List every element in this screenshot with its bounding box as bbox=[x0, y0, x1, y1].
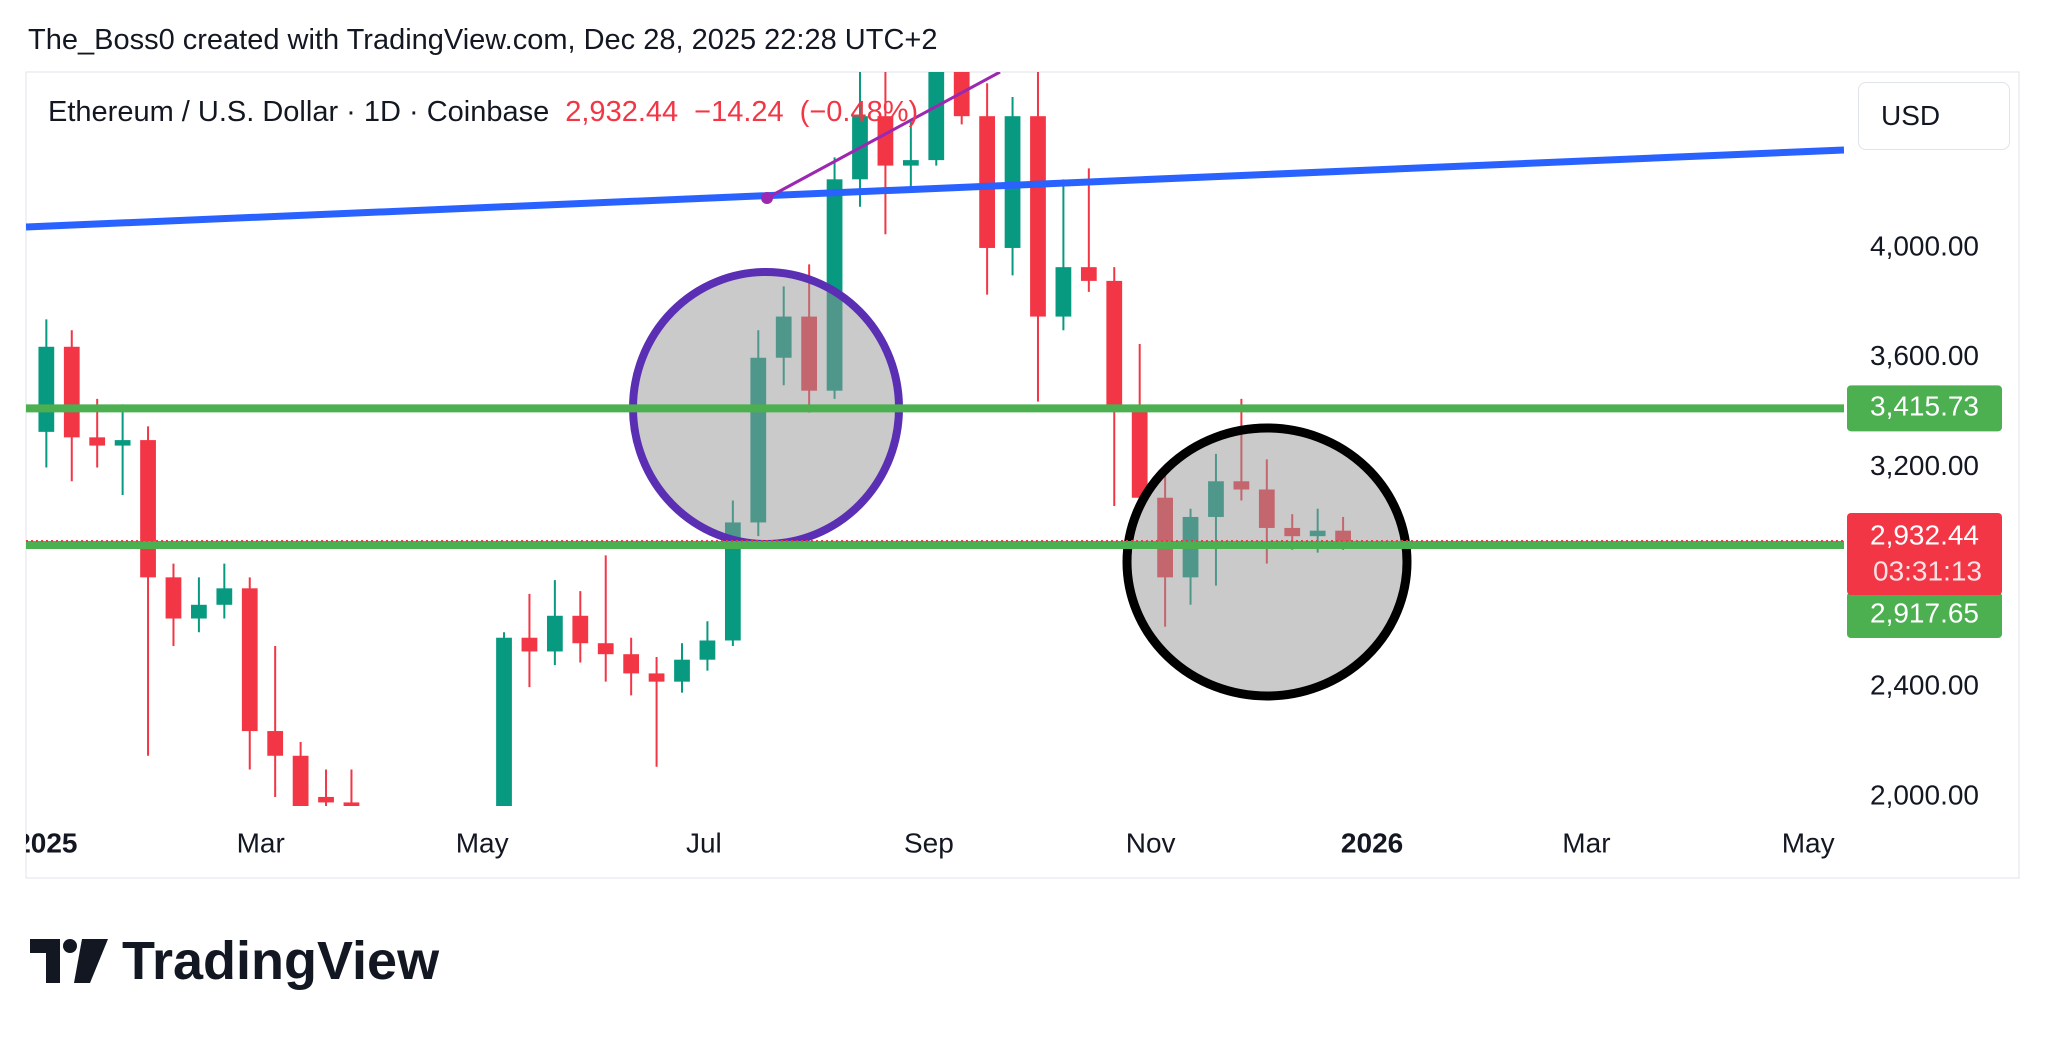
candle-body bbox=[191, 604, 207, 619]
last-price: 2,932.44 bbox=[565, 96, 679, 128]
x-tick-label: Mar bbox=[1562, 827, 1610, 858]
candle-body bbox=[521, 637, 538, 652]
candle-body bbox=[623, 654, 640, 674]
price-label: 2,917.65 bbox=[1870, 597, 1979, 628]
currency-button[interactable]: USD bbox=[1858, 82, 2010, 150]
candle-body bbox=[699, 640, 716, 660]
countdown: 03:31:13 bbox=[1873, 555, 1982, 586]
candle-body bbox=[318, 796, 334, 803]
candle-body bbox=[724, 522, 741, 641]
candle-body bbox=[394, 907, 410, 912]
chart-frame bbox=[25, 71, 2020, 879]
candle-body bbox=[38, 346, 55, 432]
y-tick-label: 3,200.00 bbox=[1870, 450, 1979, 481]
trend-line bbox=[766, 72, 1001, 200]
x-tick-label: Sep bbox=[904, 827, 954, 858]
logo-icon bbox=[30, 939, 108, 983]
candle-body bbox=[496, 637, 512, 806]
candle-body bbox=[216, 588, 233, 605]
y-tick-label: 2,400.00 bbox=[1870, 670, 1979, 701]
x-tick-label: Nov bbox=[1126, 827, 1176, 858]
candle-body bbox=[1106, 280, 1123, 408]
candle-body bbox=[420, 857, 436, 906]
candle-body bbox=[1030, 116, 1046, 317]
logo-text: TradingView bbox=[122, 931, 440, 991]
x-tick-label: 2026 bbox=[1341, 827, 1403, 858]
trend-line bbox=[26, 146, 1844, 231]
y-tick-label: 2,000.00 bbox=[1870, 779, 1979, 810]
price-label-box bbox=[1847, 385, 2002, 432]
candle-body bbox=[140, 440, 156, 578]
last-price-label: 2,932.44 bbox=[1870, 519, 1979, 550]
candle-body bbox=[674, 659, 690, 682]
candle-body bbox=[343, 802, 360, 806]
candle-body bbox=[597, 643, 614, 655]
last-price-box bbox=[1847, 512, 2002, 595]
candle-body bbox=[928, 72, 945, 161]
logo: TradingView bbox=[30, 930, 439, 992]
candle-body bbox=[572, 615, 589, 644]
candle-body bbox=[877, 116, 894, 166]
price-label: 3,415.73 bbox=[1870, 391, 1979, 422]
y-tick-label: 3,600.00 bbox=[1870, 340, 1979, 371]
legend: Ethereum / U.S. Dollar · 1D · Coinbase 2… bbox=[48, 96, 918, 129]
candle-body bbox=[1080, 267, 1097, 281]
x-tick-label: 2025 bbox=[15, 827, 77, 858]
candle-body bbox=[292, 755, 309, 806]
candle-body bbox=[953, 72, 970, 117]
x-tick-label: Jul bbox=[686, 827, 722, 858]
drawings bbox=[26, 72, 1844, 701]
y-tick-label: 4,000.00 bbox=[1870, 230, 1979, 261]
price-label-box bbox=[1847, 592, 2002, 639]
candle-body bbox=[902, 160, 919, 166]
change: −14.24 bbox=[694, 96, 784, 128]
candle-body bbox=[1131, 407, 1148, 498]
candle-body bbox=[979, 116, 996, 248]
circle-highlight bbox=[1122, 423, 1412, 701]
candle-body bbox=[165, 577, 182, 619]
candle-body bbox=[369, 846, 385, 912]
candle-body bbox=[63, 346, 80, 438]
candle-body bbox=[648, 673, 665, 682]
x-tick-label: May bbox=[456, 827, 509, 858]
x-tick-label: Mar bbox=[237, 827, 285, 858]
candle-body bbox=[546, 615, 563, 652]
candle-body bbox=[89, 437, 106, 446]
change-percent: (−0.48%) bbox=[799, 96, 919, 128]
candle-body bbox=[114, 440, 131, 446]
candle-body bbox=[1055, 267, 1072, 317]
symbol-title: Ethereum / U.S. Dollar · 1D · Coinbase bbox=[48, 96, 550, 128]
x-tick-label: May bbox=[1782, 827, 1835, 858]
candle-body bbox=[267, 731, 284, 756]
header: The_Boss0 created with TradingView.com, … bbox=[28, 24, 938, 56]
candle-body bbox=[241, 588, 258, 732]
anchor bbox=[761, 192, 773, 204]
